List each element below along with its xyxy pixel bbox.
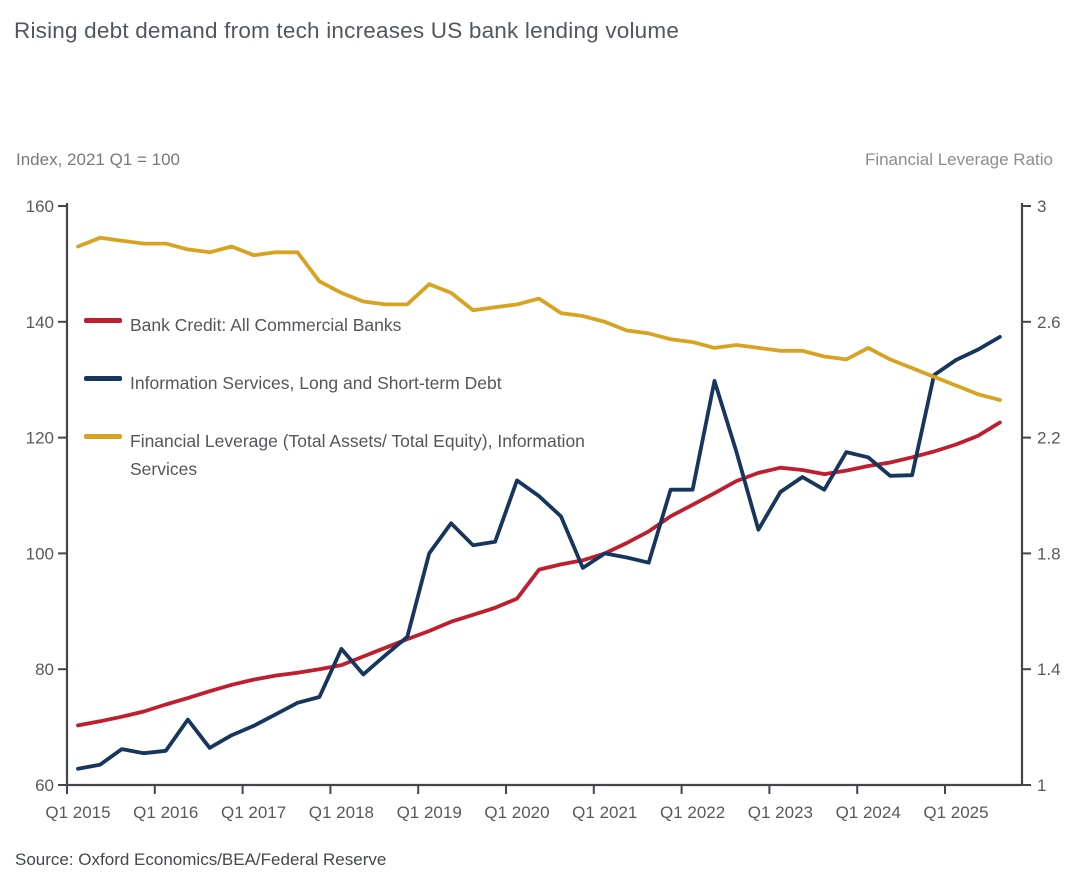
series-lines xyxy=(76,235,1002,771)
series-line-bank-credit xyxy=(76,420,1002,728)
axis-tick-label: 2.6 xyxy=(1037,313,1061,332)
axis-tick-label: 160 xyxy=(26,197,54,216)
right-axis-unit-label: Financial Leverage Ratio xyxy=(864,150,1053,169)
legend-swatch-bank-credit xyxy=(84,318,122,323)
axis-tick-label: Q1 2020 xyxy=(484,803,549,822)
axis-tick-label: Q1 2023 xyxy=(748,803,813,822)
left-axis-unit-label: Index, 2021 Q1 = 100 xyxy=(16,150,180,169)
axis-tick-label: 1.8 xyxy=(1037,544,1061,563)
axis-tick-label: 120 xyxy=(26,429,54,448)
axis-tick-label: Q1 2017 xyxy=(221,803,286,822)
series-line-info-services-debt xyxy=(76,334,1002,771)
legend-swatch-financial-leverage xyxy=(84,434,122,439)
axis-tick-label: Q1 2019 xyxy=(397,803,462,822)
axis-tick-label: Q1 2021 xyxy=(572,803,637,822)
chart-title: Rising debt demand from tech increases U… xyxy=(14,18,680,43)
axis-tick-label: 60 xyxy=(35,776,54,795)
axis-tick-labels: 160 140 120 100 80 60 3 2.6 2.2 1.8 1.4 1 Q1 2015 Q1 … xyxy=(26,197,1061,822)
legend-item-financial-leverage: Financial Leverage (Total Assets/ Total … xyxy=(84,427,585,483)
axis-tick-label: Q1 2018 xyxy=(309,803,374,822)
legend-label-info-services-debt: Information Services, Long and Short-ter… xyxy=(130,373,502,393)
axis-tick-label: Q1 2025 xyxy=(923,803,988,822)
legend-item-bank-credit: Bank Credit: All Commercial Banks xyxy=(84,311,401,339)
series-line-financial-leverage xyxy=(76,235,1002,402)
axis-tick-label: 1.4 xyxy=(1037,660,1061,679)
axis-tick-label: 2.2 xyxy=(1037,429,1061,448)
source-note: Source: Oxford Economics/BEA/Federal Res… xyxy=(15,850,387,869)
axis-tick-label: 100 xyxy=(26,544,54,563)
legend-item-info-services-debt: Information Services, Long and Short-ter… xyxy=(84,369,502,397)
axis-tick-label: 3 xyxy=(1037,197,1046,216)
axes xyxy=(65,203,1024,787)
axis-tick-label: Q1 2024 xyxy=(836,803,901,822)
axis-tick-label: 1 xyxy=(1037,776,1046,795)
axis-tick-label: Q1 2016 xyxy=(133,803,198,822)
axis-ticks xyxy=(58,205,1031,794)
legend-label-financial-leverage: Financial Leverage (Total Assets/ Total … xyxy=(130,431,585,479)
legend-swatch-info-services-debt xyxy=(84,376,122,381)
axis-tick-label: 140 xyxy=(26,313,54,332)
axis-tick-label: Q1 2015 xyxy=(45,803,110,822)
legend-label-bank-credit: Bank Credit: All Commercial Banks xyxy=(130,315,402,335)
axis-tick-label: Q1 2022 xyxy=(660,803,725,822)
axis-tick-label: 80 xyxy=(35,660,54,679)
